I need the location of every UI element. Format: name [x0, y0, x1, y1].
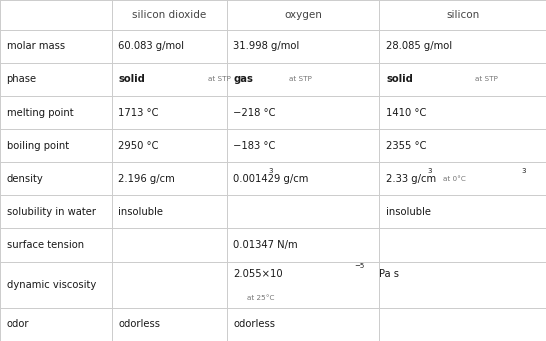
Text: silicon dioxide: silicon dioxide [132, 10, 206, 20]
Text: at 0°C: at 0°C [443, 176, 466, 182]
Text: density: density [7, 174, 43, 184]
Text: odor: odor [7, 320, 29, 329]
Text: molar mass: molar mass [7, 41, 64, 51]
Text: −5: −5 [354, 263, 365, 269]
Text: 2.196 g/cm: 2.196 g/cm [118, 174, 175, 184]
Text: silicon: silicon [446, 10, 479, 20]
Text: melting point: melting point [7, 107, 73, 118]
Text: at STP: at STP [289, 76, 312, 83]
Text: odorless: odorless [233, 320, 275, 329]
Text: at STP: at STP [207, 76, 230, 83]
Text: solid: solid [118, 74, 145, 85]
Text: odorless: odorless [118, 320, 161, 329]
Text: gas: gas [233, 74, 253, 85]
Text: Pa s: Pa s [379, 269, 400, 279]
Text: −183 °C: −183 °C [233, 141, 276, 151]
Text: solid: solid [386, 74, 413, 85]
Text: 28.085 g/mol: 28.085 g/mol [386, 41, 452, 51]
Text: surface tension: surface tension [7, 240, 84, 250]
Text: insoluble: insoluble [118, 207, 163, 217]
Text: 2.33 g/cm: 2.33 g/cm [386, 174, 436, 184]
Text: oxygen: oxygen [284, 10, 322, 20]
Text: insoluble: insoluble [386, 207, 431, 217]
Text: dynamic viscosity: dynamic viscosity [7, 280, 96, 290]
Text: 2950 °C: 2950 °C [118, 141, 159, 151]
Text: at 25°C: at 25°C [247, 295, 274, 301]
Text: solubility in water: solubility in water [7, 207, 96, 217]
Text: at STP: at STP [475, 76, 498, 83]
Text: phase: phase [7, 74, 37, 85]
Text: 3: 3 [269, 168, 273, 174]
Text: 60.083 g/mol: 60.083 g/mol [118, 41, 185, 51]
Text: 0.001429 g/cm: 0.001429 g/cm [233, 174, 308, 184]
Text: 3: 3 [428, 168, 432, 174]
Text: −218 °C: −218 °C [233, 107, 276, 118]
Text: 2.055×10: 2.055×10 [233, 269, 283, 279]
Text: 1410 °C: 1410 °C [386, 107, 426, 118]
Text: 31.998 g/mol: 31.998 g/mol [233, 41, 299, 51]
Text: 2355 °C: 2355 °C [386, 141, 426, 151]
Text: 1713 °C: 1713 °C [118, 107, 159, 118]
Text: 0.01347 N/m: 0.01347 N/m [233, 240, 298, 250]
Text: boiling point: boiling point [7, 141, 69, 151]
Text: 3: 3 [521, 168, 525, 174]
